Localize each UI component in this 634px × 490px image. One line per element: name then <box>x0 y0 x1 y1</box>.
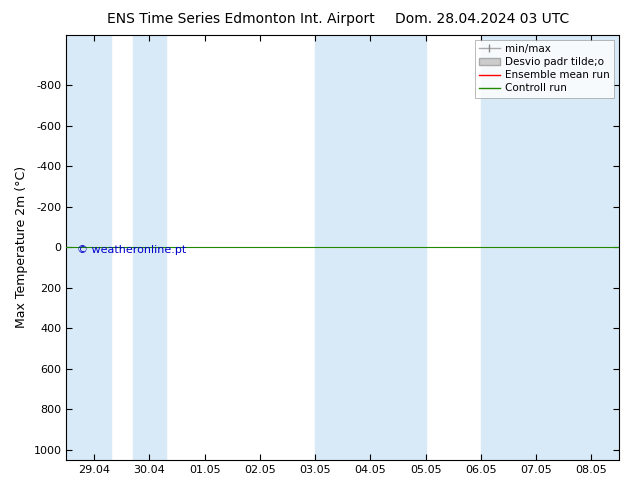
Text: Dom. 28.04.2024 03 UTC: Dom. 28.04.2024 03 UTC <box>395 12 569 26</box>
Bar <box>481 35 634 460</box>
Text: © weatheronline.pt: © weatheronline.pt <box>77 245 187 255</box>
Bar <box>67 35 110 460</box>
Y-axis label: Max Temperature 2m (°C): Max Temperature 2m (°C) <box>15 166 28 328</box>
Bar <box>315 35 425 460</box>
Text: ENS Time Series Edmonton Int. Airport: ENS Time Series Edmonton Int. Airport <box>107 12 375 26</box>
Legend: min/max, Desvio padr tilde;o, Ensemble mean run, Controll run: min/max, Desvio padr tilde;o, Ensemble m… <box>475 40 614 98</box>
Bar <box>133 35 166 460</box>
